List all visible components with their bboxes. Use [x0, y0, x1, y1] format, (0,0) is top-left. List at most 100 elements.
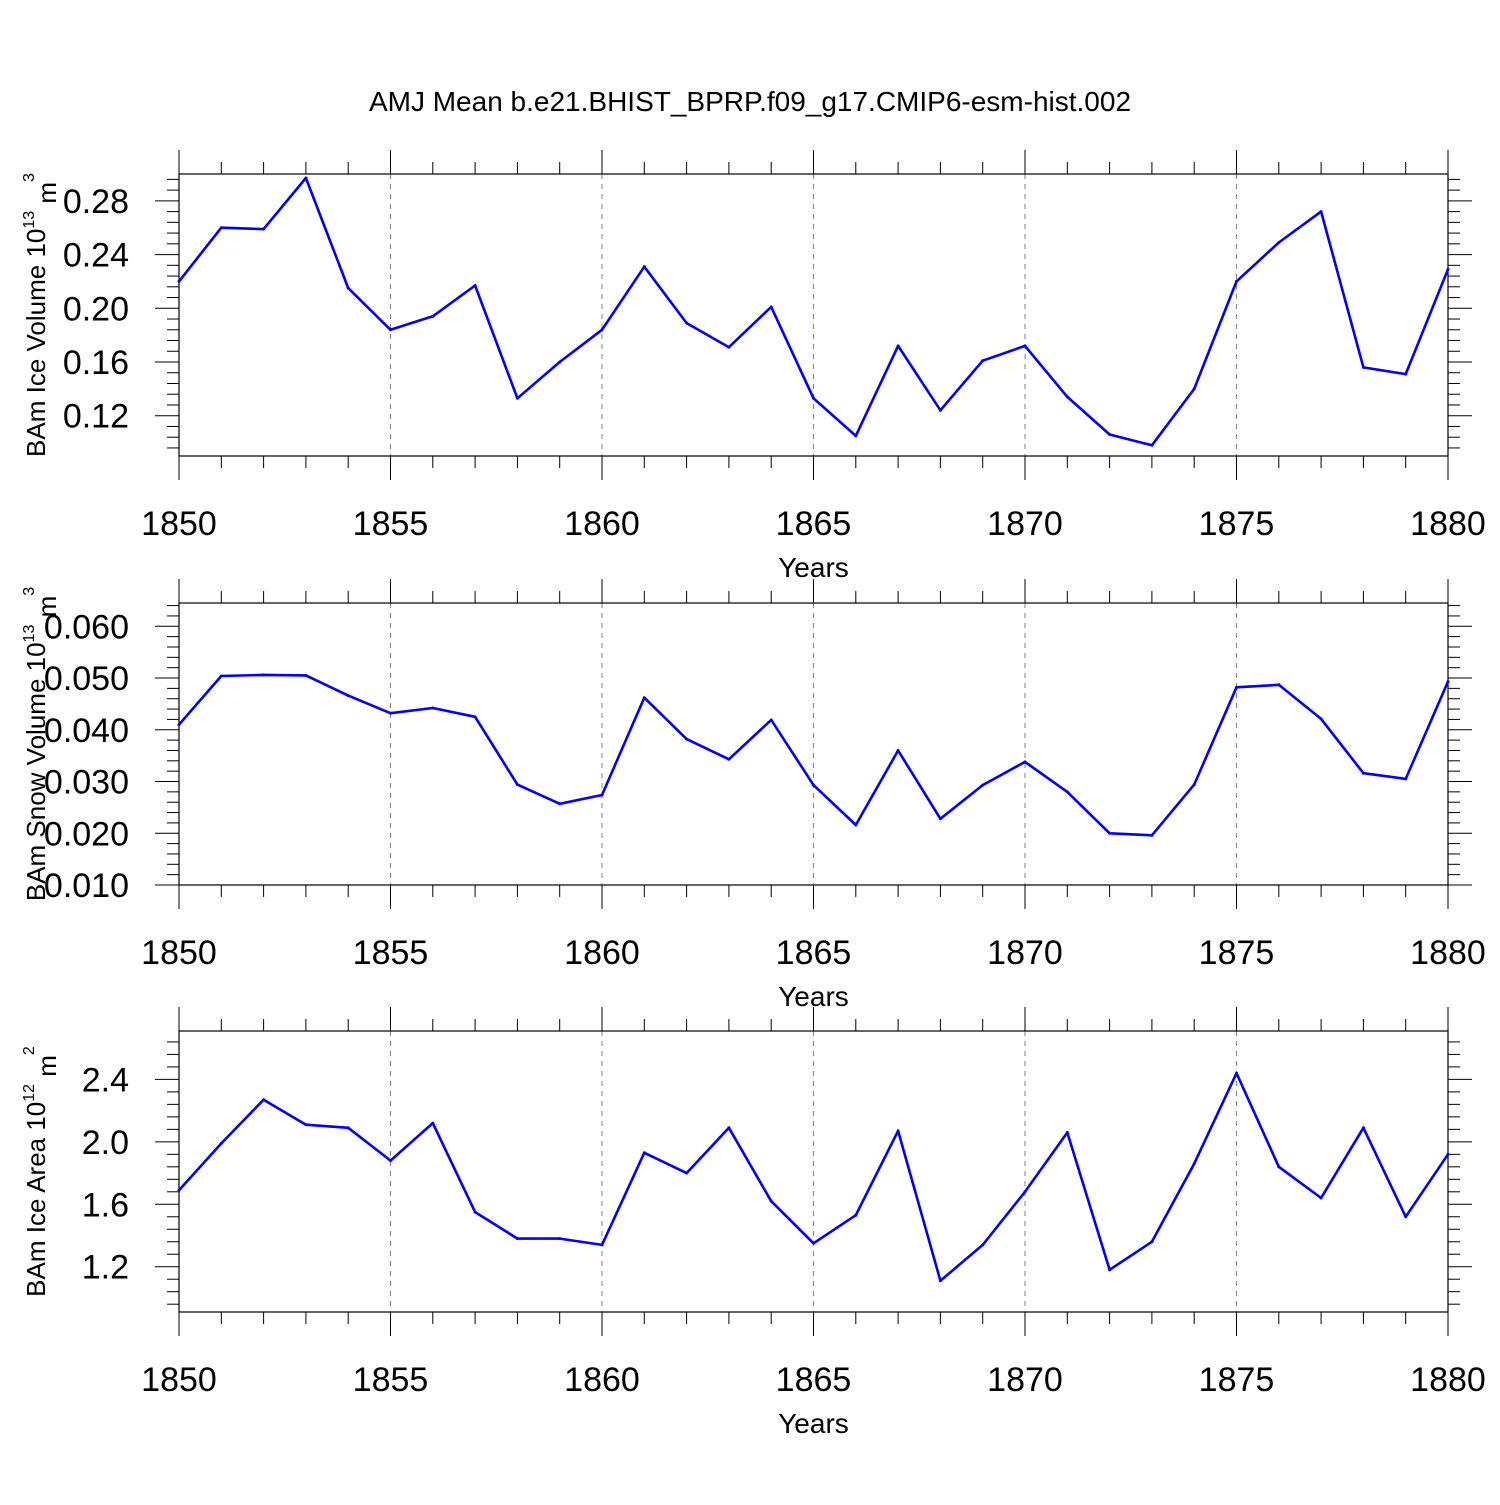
x-tick-label: 1865 — [776, 1361, 852, 1399]
data-point — [981, 1243, 985, 1247]
data-point — [1192, 1162, 1196, 1166]
data-point — [346, 286, 350, 290]
y-tick-label: 0.12 — [63, 398, 129, 436]
y-tick-label: 0.030 — [44, 764, 129, 802]
panels: 1850 1855 1860 1865 1870 1875 1880 0.12 0.16 0.20… — [21, 150, 1486, 1439]
data-point — [1108, 831, 1112, 835]
y-axis-label-ylabel-unit: m — [32, 596, 62, 625]
y-tick-label: 0.010 — [44, 867, 129, 905]
data-point — [473, 1210, 477, 1214]
x-tick-label: 1880 — [1410, 1361, 1486, 1399]
data-point — [1361, 1126, 1365, 1130]
y-tick-label: 0.060 — [44, 608, 129, 646]
y-axis-label-ylabel-unit-exp: 2 — [21, 1046, 38, 1055]
data-point — [896, 748, 900, 752]
data-point — [685, 321, 689, 325]
data-point — [1277, 1165, 1281, 1169]
data-point — [346, 694, 350, 698]
x-axis-label: Years — [778, 1408, 849, 1439]
y-tick-label: 0.28 — [63, 183, 129, 221]
data-point — [1319, 210, 1323, 214]
data-point — [769, 305, 773, 309]
data-point — [896, 344, 900, 348]
data-point — [1319, 717, 1323, 721]
figure-title: AMJ Mean b.e21.BHIST_BPRP.f09_g17.CMIP6-… — [369, 86, 1131, 117]
data-point — [389, 1159, 392, 1163]
data-point — [473, 283, 477, 287]
data-point — [558, 360, 562, 364]
data-points — [177, 176, 1450, 447]
tick-marks — [155, 1007, 1472, 1336]
data-point — [177, 1188, 181, 1192]
data-point — [727, 1126, 731, 1130]
y-tick-label: 0.24 — [63, 237, 129, 275]
data-point — [389, 328, 392, 332]
data-point — [769, 1199, 773, 1203]
data-point — [938, 1279, 942, 1283]
data-point — [1065, 790, 1069, 794]
data-points — [177, 673, 1450, 837]
data-point — [262, 227, 266, 231]
data-point — [642, 696, 646, 700]
y-axis-label-ylabel-unit: m — [32, 1055, 62, 1084]
data-point — [177, 723, 181, 727]
tick-marks — [155, 579, 1472, 909]
data-point — [854, 434, 858, 438]
x-tick-label: 1875 — [1199, 505, 1275, 543]
data-point — [1192, 783, 1196, 787]
data-point — [515, 396, 519, 400]
y-axis-label-ylabel-exp: 13 — [21, 211, 38, 229]
y-axis-label: BAm Snow Volume 1013 m3 — [21, 587, 62, 901]
data-point — [1277, 240, 1281, 244]
data-point — [1150, 1240, 1154, 1244]
y-tick-label: 2.4 — [82, 1061, 129, 1099]
data-point — [938, 408, 942, 412]
data-point — [431, 706, 435, 710]
data-point — [558, 1237, 562, 1241]
data-point — [1065, 1130, 1069, 1134]
data-point — [642, 265, 646, 269]
data-point — [515, 783, 519, 787]
data-point — [981, 359, 985, 363]
x-tick-label: 1870 — [987, 934, 1063, 972]
data-point — [1446, 1152, 1450, 1156]
x-tick-label: 1855 — [353, 505, 429, 543]
data-point — [600, 793, 604, 797]
data-point — [1150, 833, 1154, 837]
data-point — [981, 783, 985, 787]
data-point — [262, 673, 266, 677]
data-point — [1023, 1190, 1027, 1194]
y-tick-label: 2.0 — [82, 1124, 129, 1162]
x-tick-label: 1870 — [987, 505, 1063, 543]
x-tick-label: 1875 — [1199, 1361, 1275, 1399]
data-point — [727, 757, 731, 761]
data-point — [558, 802, 562, 806]
x-tick-label: 1855 — [353, 934, 429, 972]
x-tick-label: 1860 — [564, 505, 640, 543]
y-tick-label: 0.020 — [44, 815, 129, 853]
plot-frame — [178, 1030, 1449, 1313]
data-point — [473, 715, 477, 719]
data-point — [177, 279, 181, 283]
panel-1: 1850 1855 1860 1865 1870 1875 1880 0.12 0.16 0.20… — [21, 150, 1486, 583]
y-axis-label-ylabel-unit-exp: 3 — [21, 173, 38, 182]
data-point — [1150, 443, 1154, 447]
data-point — [1235, 1071, 1238, 1075]
y-axis-label-ylabel-unit: m — [32, 182, 62, 211]
data-point — [1404, 777, 1408, 781]
x-tick-label: 1880 — [1410, 505, 1486, 543]
x-tick-label: 1880 — [1410, 934, 1486, 972]
x-axis-label: Years — [778, 552, 849, 583]
x-tick-label: 1875 — [1199, 934, 1275, 972]
data-point — [1235, 685, 1238, 689]
data-point — [769, 718, 773, 722]
x-tick-label: 1850 — [141, 505, 217, 543]
data-point — [1108, 433, 1112, 437]
data-point — [1108, 1268, 1112, 1272]
y-tick-label: 1.6 — [82, 1186, 129, 1224]
data-point — [219, 674, 223, 678]
y-tick-label: 0.16 — [63, 344, 129, 382]
plot-frame — [178, 173, 1449, 457]
data-point — [389, 711, 392, 715]
